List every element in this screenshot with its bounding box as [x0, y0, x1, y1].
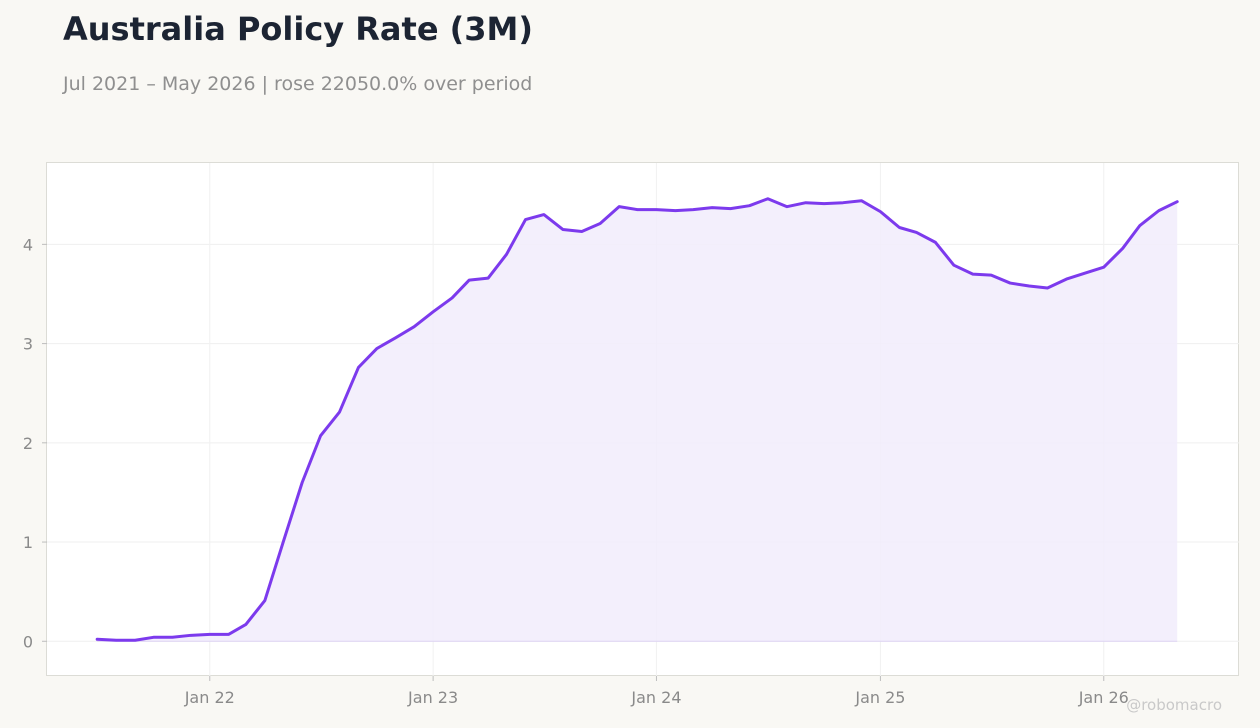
- y-tick-label: 3: [23, 335, 33, 354]
- series-area-fill: [97, 198, 1178, 642]
- y-tick-label: 1: [23, 533, 33, 552]
- y-tick-label: 4: [23, 235, 33, 254]
- series-line: [95, 197, 1179, 642]
- y-axis-ticks: 0 1 2 3 4: [23, 235, 33, 651]
- chart-subtitle: Jul 2021 – May 2026 | rose 22050.0% over…: [63, 73, 533, 95]
- x-tick-label: Jan 22: [184, 688, 235, 707]
- watermark: @robomacro: [1126, 696, 1222, 714]
- x-tick-label: Jan 23: [407, 688, 458, 707]
- x-tick-label: Jan 26: [1078, 688, 1129, 707]
- x-axis-ticks: Jan 22 Jan 23 Jan 24 Jan 25 Jan 26: [184, 688, 1129, 707]
- x-tick-label: Jan 24: [630, 688, 681, 707]
- chart-title: Australia Policy Rate (3M): [63, 10, 534, 48]
- x-tick-label: Jan 25: [854, 688, 905, 707]
- area-fill-group: [97, 198, 1178, 642]
- y-tick-label: 0: [23, 632, 33, 651]
- series-line-group: [95, 197, 1179, 642]
- y-tick-label: 2: [23, 434, 33, 453]
